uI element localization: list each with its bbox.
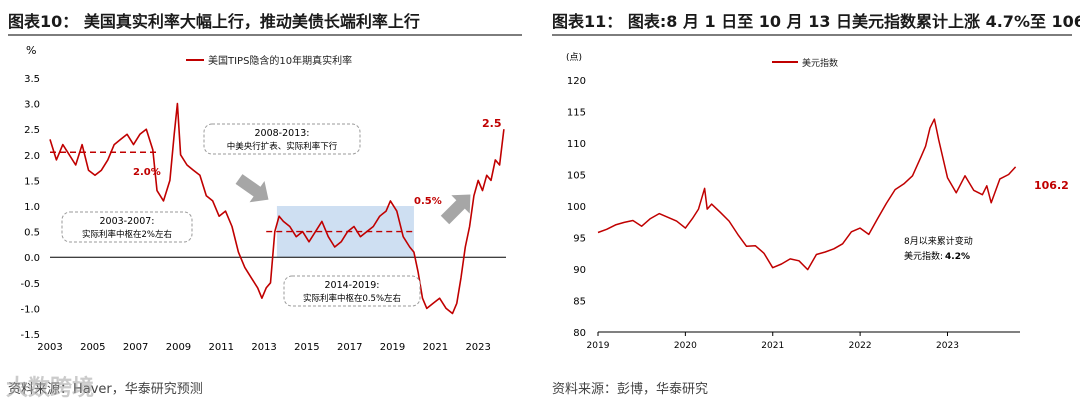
left-x-tick: 2009 [166,342,191,353]
left-x-tick: 2021 [423,342,448,353]
right-x-tick: 2019 [587,341,610,351]
right-chart-title: 图表11： 图表:8 月 1 日至 10 月 13 日美元指数累计上涨 4.7%… [552,12,1080,31]
right-source: 资料来源：彭博，华泰研究 [552,382,709,397]
right-y-tick: 80 [573,328,586,339]
left-y-axis: 3.5 3.0 2.5 2.0 1.5 1.0 0.5 0.0 -0.5 -1.0 -1.5 [20,74,40,341]
right-series-line [597,118,1017,271]
left-box-2003-2007: 2003-2007: 实际利率中枢在2%左右 [61,211,193,243]
right-y-tick: 95 [573,234,586,245]
right-note-line1: 8月以来累计变动 [904,235,973,247]
left-source: 资料来源：Haver，华泰研究预测 [8,382,203,397]
right-title-rule [552,34,1072,36]
left-series-line [49,102,505,315]
left-x-tick: 2003 [37,342,62,353]
left-y-tick: 1.0 [24,202,40,213]
left-y-tick: 0.5 [24,228,40,239]
right-y-axis: 120 115 110 105 100 95 90 85 80 [567,76,586,339]
left-y-label: % [26,44,36,57]
left-box-2014-2019-text: 实际利率中枢在0.5%左右 [303,293,401,304]
right-x-tick: 2021 [761,341,784,351]
left-y-tick: 0.0 [24,253,40,264]
left-mean-label-2003: 2.0% [133,167,161,178]
left-y-tick: -0.5 [20,279,40,290]
right-legend-label: 美元指数 [802,57,838,69]
left-y-tick: 1.5 [24,176,40,187]
right-x-tick: 2022 [849,341,872,351]
left-x-axis: 2003 2005 2007 2009 2011 2013 2015 2017 2019 2021… [37,342,491,353]
left-chart-title: 图表10： 美国真实利率大幅上行，推动美债长端利率上行 [8,12,420,31]
left-box-2008-2013-text: 中美央行扩表、实际利率下行 [227,141,338,152]
left-x-tick: 2005 [80,342,105,353]
right-note-label: 美元指数: [904,250,943,262]
right-x-axis: 2019 2020 2021 2022 2023 [587,332,959,351]
left-last-value: 2.5 [482,117,502,130]
left-y-tick: 2.5 [24,125,40,136]
left-x-tick: 2023 [465,342,490,353]
right-y-tick: 120 [567,76,586,87]
left-x-tick: 2019 [380,342,405,353]
left-arrow-up [440,194,471,225]
right-x-tick: 2020 [674,341,697,351]
left-y-tick: 3.5 [24,74,40,85]
right-x-tick: 2023 [936,341,959,351]
left-box-2014-2019: 2014-2019: 实际利率中枢在0.5%左右 [283,275,421,307]
right-last-value: 106.2 [1034,179,1069,192]
right-y-tick: 105 [567,171,586,182]
left-x-tick: 2013 [251,342,276,353]
watermark: 大数跨境 [6,376,95,401]
left-box-2008-2013-title: 2008-2013: [255,128,310,139]
right-y-tick: 90 [573,265,586,276]
left-y-tick: -1.5 [20,330,40,341]
left-box-2014-2019-title: 2014-2019: [325,280,380,291]
left-title-rule [8,34,522,36]
left-box-2003-2007-text: 实际利率中枢在2%左右 [82,229,172,240]
right-note-value: 4.2% [945,252,970,262]
left-y-tick: -1.0 [20,304,40,315]
right-y-label: (点) [566,52,582,63]
left-y-tick: 3.0 [24,100,40,111]
left-x-tick: 2011 [209,342,234,353]
right-y-tick: 115 [567,108,586,119]
left-chart: 3.5 3.0 2.5 2.0 1.5 1.0 0.5 0.0 -0.5 -1.0 -1.5 200… [20,44,506,353]
left-legend-label: 美国TIPS隐含的10年期真实利率 [208,54,352,67]
left-x-tick: 2015 [294,342,319,353]
right-y-tick: 110 [567,139,586,150]
right-y-tick: 100 [567,202,586,213]
left-box-2003-2007-title: 2003-2007: [100,216,155,227]
left-mean-label-2014: 0.5% [414,196,442,207]
left-x-tick: 2007 [123,342,148,353]
left-arrow-down [235,174,269,203]
left-x-tick: 2017 [337,342,362,353]
left-box-2008-2013: 2008-2013: 中美央行扩表、实际利率下行 [203,123,361,155]
left-y-tick: 2.0 [24,151,40,162]
right-y-tick: 85 [573,297,586,308]
right-chart: (点) 120 115 110 105 100 95 90 85 80 2019 2020 2021… [566,52,1069,351]
right-note-line2: 美元指数: 4.2% [904,250,970,262]
